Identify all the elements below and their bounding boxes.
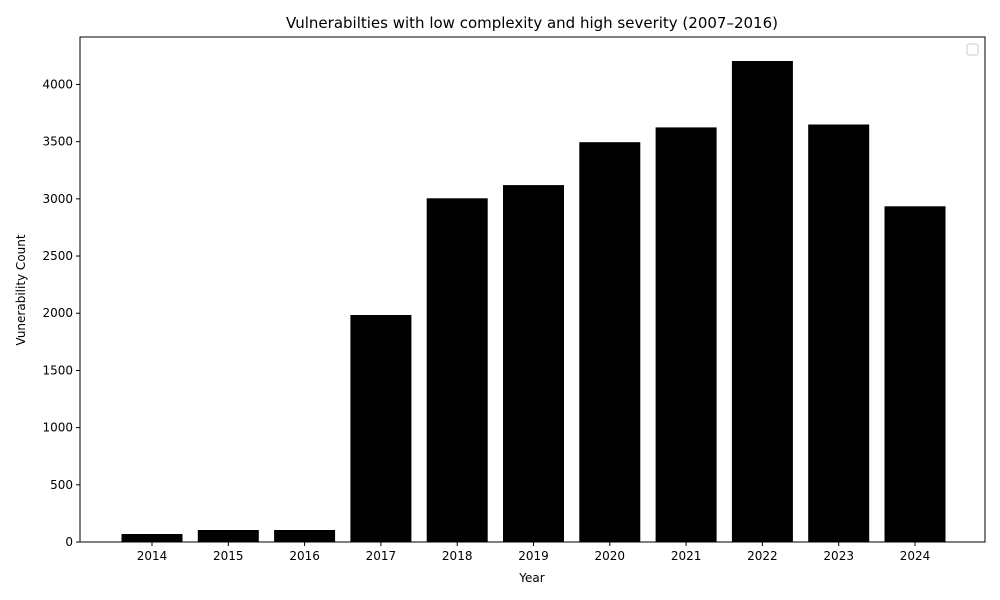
chart-title: Vulnerabilties with low complexity and h… (286, 14, 778, 32)
y-axis: 0 500 1000 1500 2000 2500 3000 3500 4000 (42, 77, 80, 549)
y-tick-label-3000: 3000 (42, 192, 73, 206)
bar-2015 (197, 530, 259, 542)
bar-2022 (731, 61, 793, 542)
x-tick-label-2022: 2022 (747, 549, 778, 563)
y-tick-label-3500: 3500 (42, 135, 73, 149)
bar-2016 (274, 530, 336, 542)
bar-2019 (503, 185, 564, 542)
x-axis-label: Year (518, 571, 544, 585)
x-tick-label-2020: 2020 (595, 549, 626, 563)
x-tick-label-2019: 2019 (518, 549, 549, 563)
bar-2018 (426, 198, 488, 543)
x-tick-label-2024: 2024 (900, 549, 931, 563)
x-tick-label-2018: 2018 (442, 549, 473, 563)
x-tick-label-2023: 2023 (823, 549, 854, 563)
bars-group (121, 61, 946, 543)
x-tick-label-2016: 2016 (289, 549, 320, 563)
y-tick-label-500: 500 (50, 478, 73, 492)
y-axis-label: Vunerability Count (14, 234, 28, 345)
legend-box (966, 43, 979, 56)
bar-2024 (884, 206, 946, 543)
y-tick-label-2000: 2000 (42, 306, 73, 320)
bar-2020 (579, 142, 641, 542)
bar-2017 (350, 315, 412, 542)
x-axis: 2014 2015 2016 2017 2018 2019 2020 2021 2022 2023… (137, 542, 931, 563)
legend (966, 43, 979, 56)
bar-2021 (655, 127, 717, 543)
x-tick-label-2015: 2015 (213, 549, 244, 563)
x-tick-label-2017: 2017 (366, 549, 397, 563)
y-tick-label-1000: 1000 (42, 421, 73, 435)
y-tick-label-4000: 4000 (42, 77, 73, 91)
y-tick-label-1500: 1500 (42, 363, 73, 377)
y-tick-label-2500: 2500 (42, 249, 73, 263)
x-tick-label-2021: 2021 (671, 549, 702, 563)
bar-2023 (808, 124, 870, 542)
bar-2014 (121, 534, 183, 542)
x-tick-label-2014: 2014 (137, 549, 168, 563)
y-tick-label-0: 0 (65, 535, 73, 549)
plot-area-frame (79, 36, 986, 543)
